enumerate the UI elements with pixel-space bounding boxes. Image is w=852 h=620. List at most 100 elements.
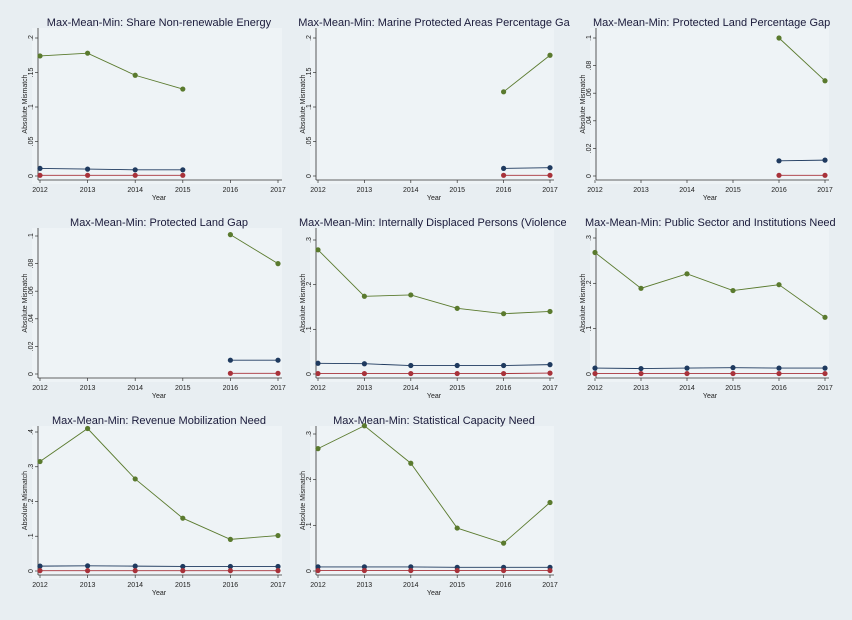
p4-xtick-label: 2016 [223,385,239,392]
p6-plot-area [590,228,829,382]
p3-plot-area [590,28,829,184]
p8-title: Max-Mean-Min: Statistical Capacity Need [333,415,535,427]
p7-xtick-label: 2016 [223,582,239,589]
p8-xtick-label: 2015 [449,582,465,589]
p3-xtick-label: 2013 [633,187,649,194]
p4-series-max-line [230,234,279,264]
p8-series-min-point [454,567,460,574]
p7-series-mean-line [39,565,278,567]
p7-series-max-point [275,532,281,539]
p7-xtick-label: 2017 [270,582,286,589]
p1-series-mean-point [132,167,138,173]
p4-xtick-label: 2017 [270,385,286,392]
p7-series-min-point [227,568,233,574]
p8-ytick-label: .1 [306,522,313,528]
p5-series-mean-line [317,362,551,366]
panel-p4: Max-Mean-Min: Protected Land Gap 0 .02 .04.… [22,217,286,400]
p2-xtick-label: 2016 [496,187,512,194]
p4-ytick-label: .1 [28,233,35,239]
p6-series-max-point [592,249,598,256]
p7-series-max-point [227,536,233,542]
p5-xtick-label: 2015 [449,385,465,392]
p4-series-min-point [227,370,233,376]
p3-xtick-label: 2017 [817,187,833,194]
p6-series-min-point [592,370,598,377]
p7-series-mean-point [275,563,281,570]
p5-series-mean-point [501,362,507,369]
p5-series-mean-point [361,361,367,367]
p6-series-mean-point [638,365,644,372]
p5-series-max-point [315,247,321,253]
p7-series-max-point [180,515,186,521]
p7-series-min-point [132,568,138,574]
p2-xtick-label: 2015 [449,187,465,194]
p6-series-max-line [594,252,826,318]
p3-xtick-label: 2016 [771,187,787,194]
p8-series-min-point [547,567,553,574]
panel-p1: Max-Mean-Min: Share Non-renewable Energy… [22,17,286,202]
p8-ytick-label: .3 [306,431,313,437]
p6-series-mean-point [684,365,690,371]
p5-xtick-label: 2017 [542,385,558,392]
p8-series-mean-point [361,564,367,570]
p3-title: Max-Mean-Min: Protected Land Percentage … [593,17,830,29]
p6-ylabel: Absolute Mismatch [580,273,587,332]
p7-title: Max-Mean-Min: Revenue Mobilization Need [52,415,266,427]
p6-series-min-point [638,370,644,377]
p1-xtick-label: 2017 [270,187,286,194]
p1-ylabel: Absolute Mismatch [22,74,29,133]
p8-series-mean-point [408,564,414,570]
p1-series-min-point [180,172,186,178]
p8-xtick-label: 2012 [310,582,326,589]
p6-series-mean-point [776,365,782,371]
p5-series-mean-point [408,362,414,369]
p7-ytick-label: 0 [28,569,35,573]
panel-p3: Max-Mean-Min: Protected Land Percentage … [580,17,833,202]
p3-ytick-label: .08 [586,61,593,71]
p6-ytick-label: .2 [586,280,593,286]
p2-series-min-point [501,172,507,178]
p3-ytick-label: 0 [586,174,593,178]
p4-series-max-point [275,261,281,267]
p2-ytick-label: .15 [306,68,313,78]
p7-xtick-label: 2014 [127,582,143,589]
p5-ytick-label: .3 [306,237,313,243]
p2-ytick-label: .1 [306,104,313,110]
p5-title: Max-Mean-Min: Internally Displaced Perso… [299,217,567,229]
p1-series-max-point [37,53,43,59]
p8-xtick-label: 2017 [542,582,558,589]
p7-ylabel: Absolute Mismatch [22,471,29,530]
p1-series-max-point [85,50,91,56]
p2-series-mean-point [501,165,507,172]
p8-series-min-point [315,567,321,574]
p6-series-mean-point [592,365,598,371]
p5-ytick-label: .2 [306,282,313,288]
p2-plot-area [310,28,554,184]
p6-series-max-point [776,282,782,288]
p1-series-mean-point [85,166,91,172]
p2-series-max-line [503,54,551,93]
p3-series-min-point [776,172,782,178]
p5-xlabel: Year [427,393,442,400]
p3-series-mean-point [776,158,782,164]
p5-series-min-point [547,370,553,376]
p6-series-min-point [684,370,690,377]
p1-series-mean-point [180,167,186,173]
p1-xlabel: Year [152,195,167,202]
p5-ytick-label: .1 [306,326,313,332]
p1-xtick-label: 2012 [32,187,48,194]
p6-xtick-label: 2013 [633,385,649,392]
p2-xtick-label: 2012 [310,187,326,194]
p2-xtick-label: 2014 [403,187,419,194]
p1-series-min-point [37,172,43,178]
p4-xtick-label: 2015 [175,385,191,392]
p2-xtick-label: 2017 [542,187,558,194]
p7-series-max-point [85,425,91,432]
p5-ylabel: Absolute Mismatch [300,273,307,332]
p8-series-max-point [501,540,507,546]
p4-series-mean-point [275,357,281,363]
p8-xlabel: Year [427,590,442,597]
p6-series-max-point [638,285,644,291]
p5-series-mean-point [454,362,460,369]
p7-xtick-label: 2012 [32,582,48,589]
